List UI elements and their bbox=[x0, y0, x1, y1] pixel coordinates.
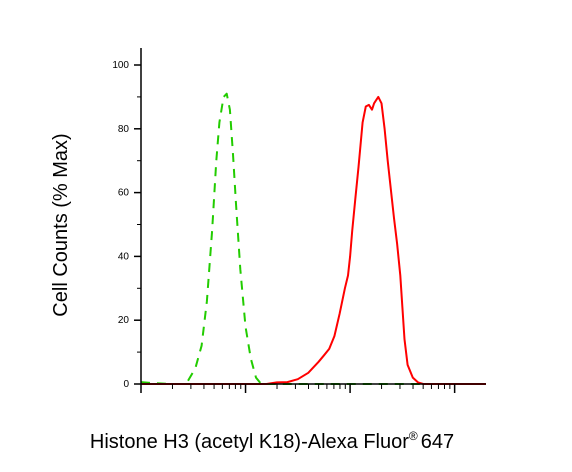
x-axis-title-main: Histone H3 (acetyl K18)-Alexa Fluor bbox=[90, 431, 409, 453]
y-tick-label: 60 bbox=[118, 188, 130, 199]
series-layer bbox=[140, 92, 486, 385]
y-tick-label: 100 bbox=[112, 60, 129, 71]
series-line-2 bbox=[141, 95, 486, 385]
x-axis-title-suffix: 647 bbox=[421, 431, 454, 453]
y-axis-title: Cell Counts (% Max) bbox=[50, 133, 72, 316]
y-tick-label: 20 bbox=[118, 315, 130, 326]
y-tick-label: 40 bbox=[118, 251, 130, 262]
x-axis-title: Histone H3 (acetyl K18)-Alexa Fluor® 647 bbox=[90, 429, 454, 453]
x-axis-ticks bbox=[140, 384, 456, 393]
y-tick-label: 0 bbox=[123, 379, 129, 390]
y-tick-label: 80 bbox=[118, 124, 130, 135]
y-axis-ticks: 0 20 40 60 80 100 bbox=[112, 60, 141, 390]
series-line-1 bbox=[140, 92, 486, 385]
x-axis-title-superscript: ® bbox=[409, 429, 418, 443]
